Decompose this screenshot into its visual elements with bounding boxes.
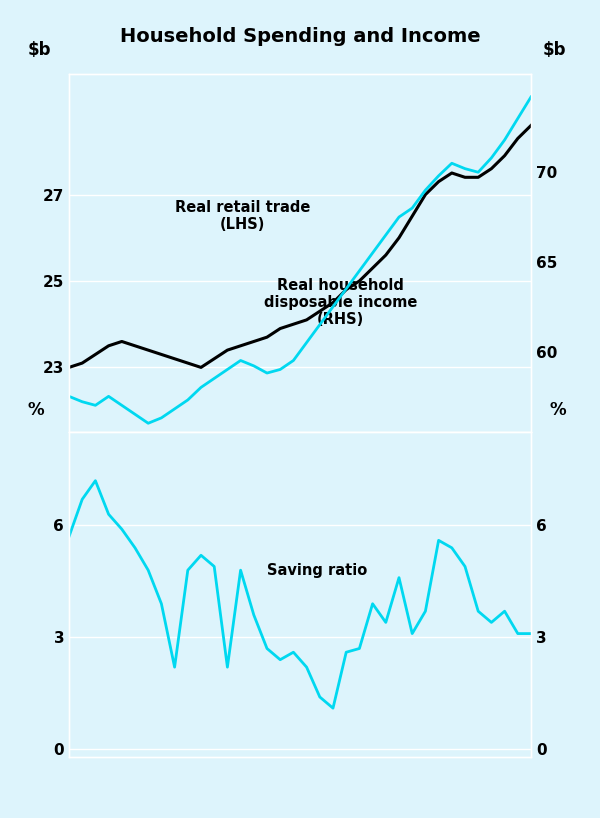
Text: Saving ratio: Saving ratio [267,563,367,578]
Text: Real household
disposable income
(RHS): Real household disposable income (RHS) [264,277,417,327]
Text: Real retail trade
(LHS): Real retail trade (LHS) [175,200,310,232]
Text: $b: $b [28,41,51,59]
Text: Household Spending and Income: Household Spending and Income [119,27,481,47]
Text: %: % [28,402,44,420]
Text: $b: $b [542,41,566,59]
Text: %: % [549,402,566,420]
